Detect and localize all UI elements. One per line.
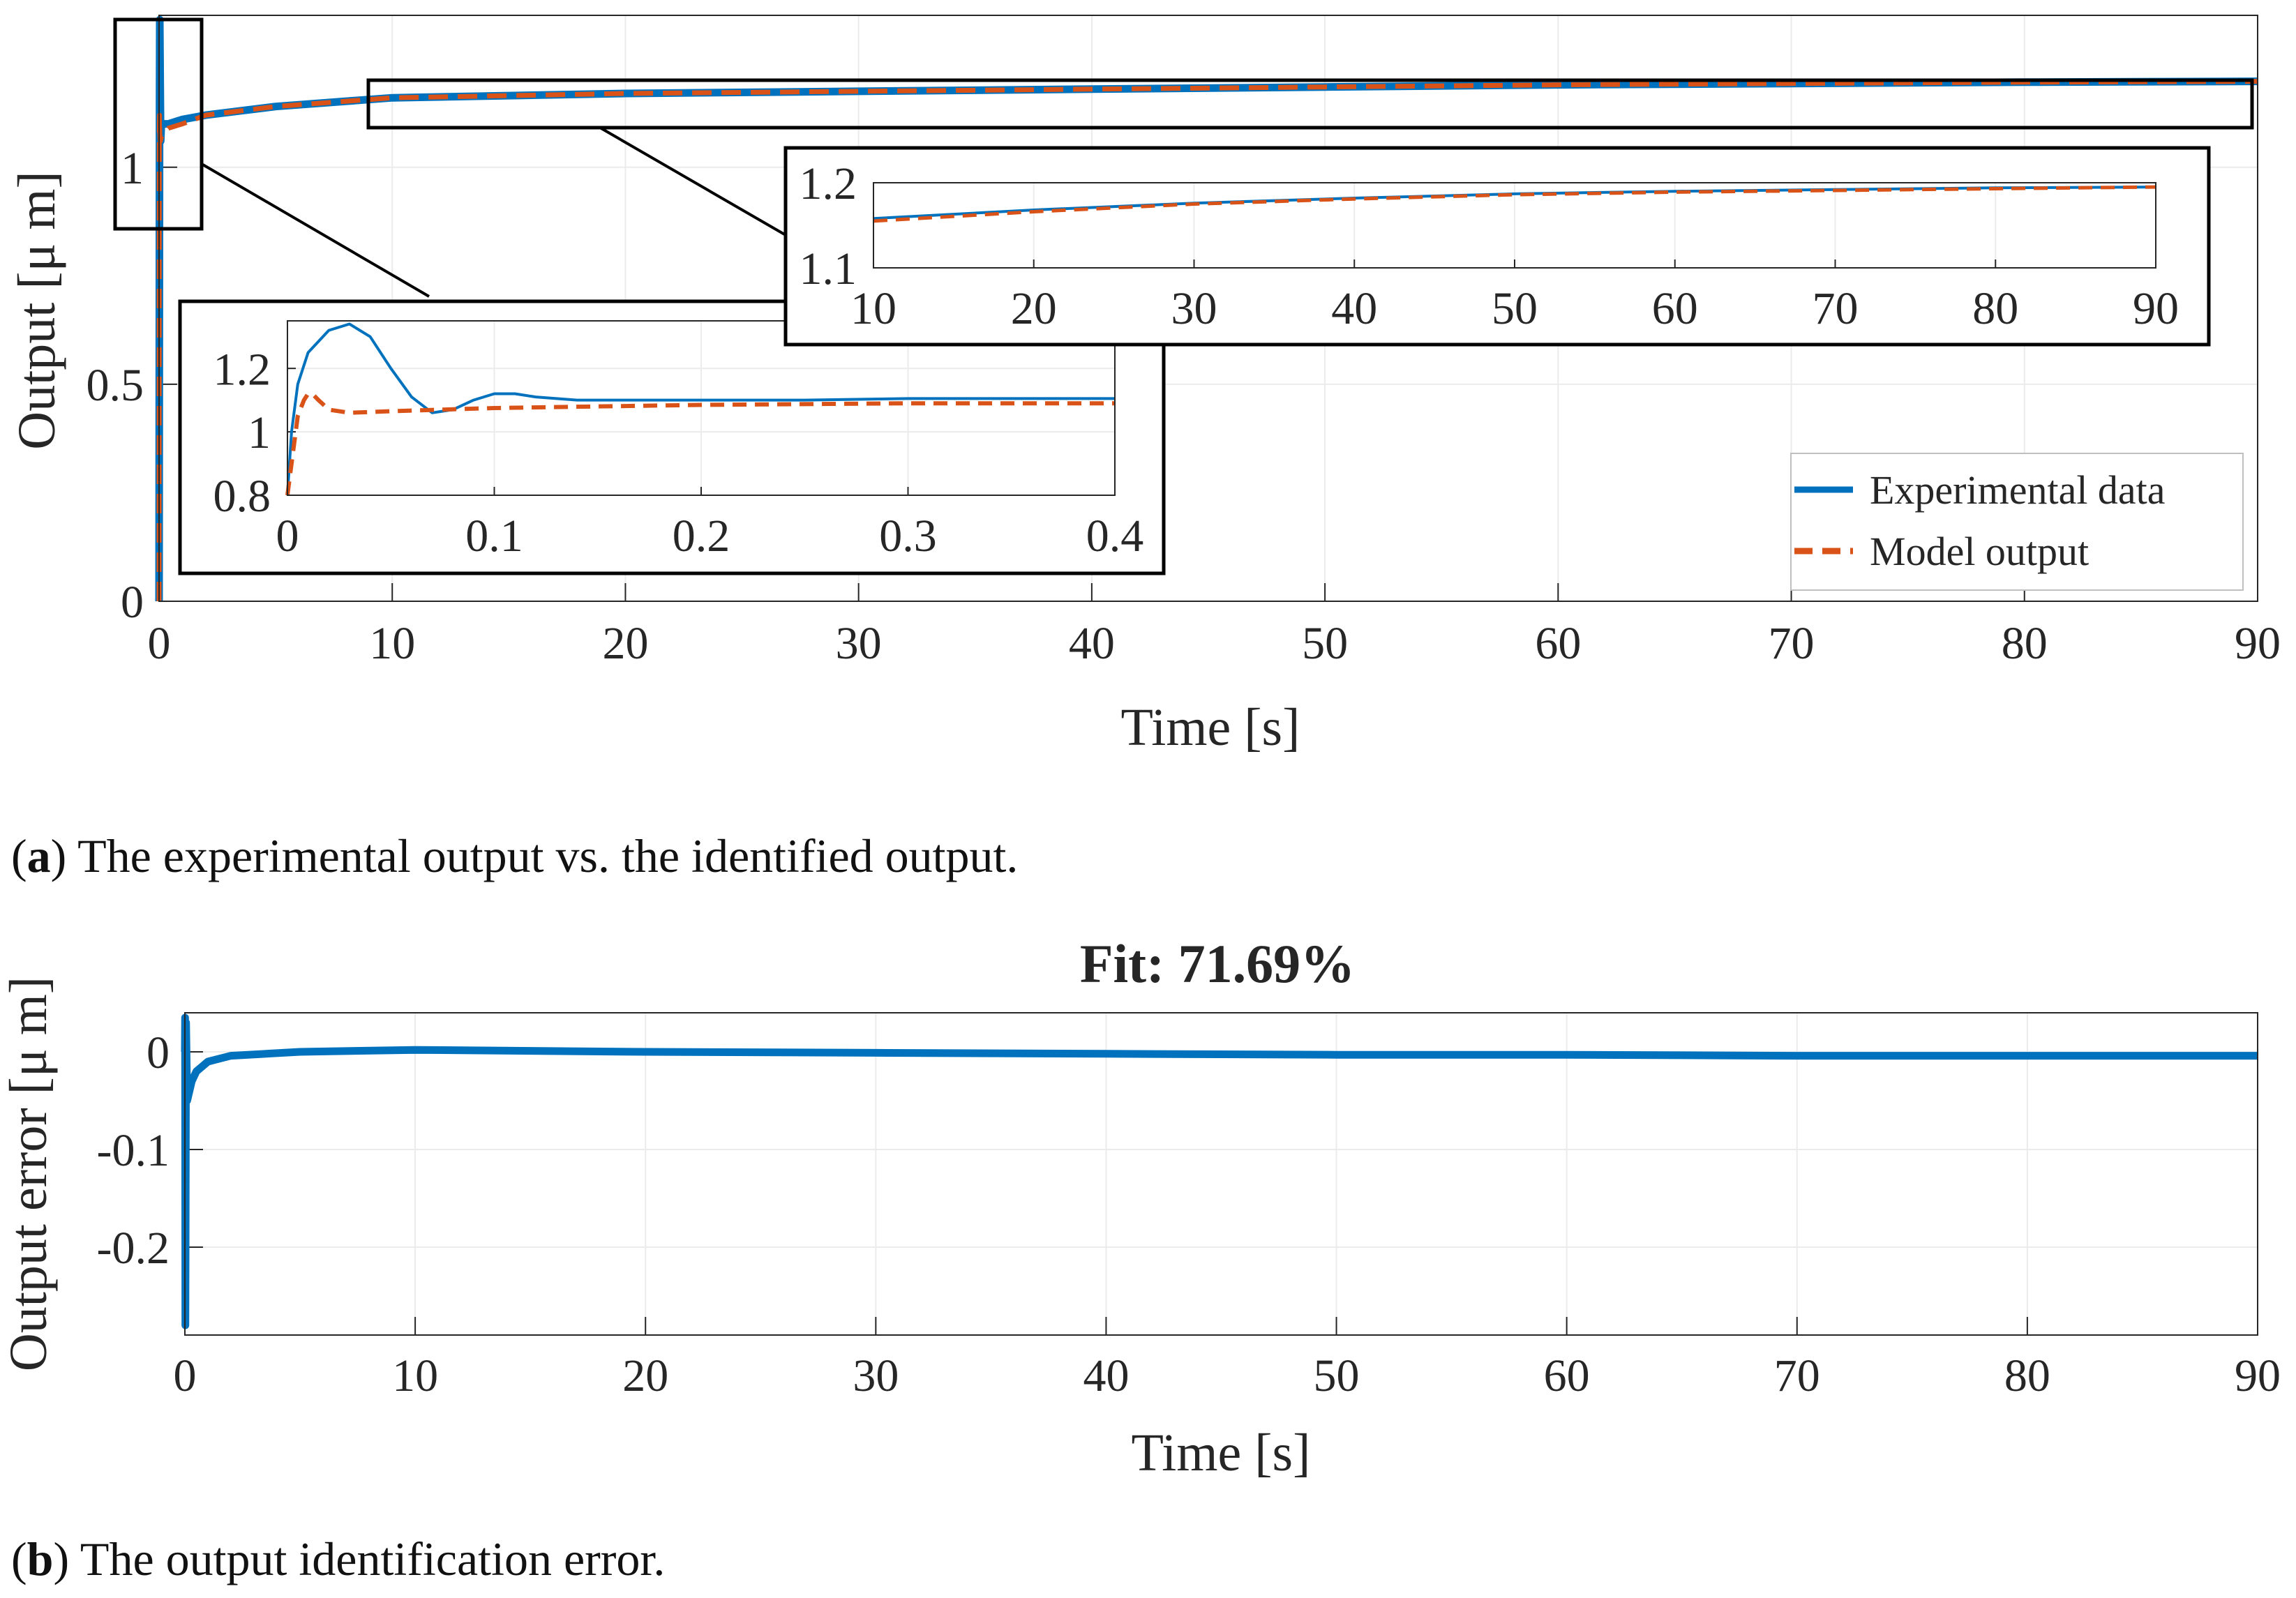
x-tick-label: 80 [2002, 618, 2048, 669]
inset-early-model-line [285, 391, 1115, 496]
x-tick-label: 70 [1774, 1350, 1820, 1401]
x-tick-label: 0.1 [465, 511, 523, 561]
chart-a-legend: Experimental data Model output [1790, 453, 2244, 591]
chart-b-xlabel: Time [s] [1132, 1424, 1311, 1482]
y-tick-label: -0.1 [97, 1125, 170, 1176]
y-tick-label: 0.5 [87, 360, 144, 411]
legend-label-experimental: Experimental data [1870, 467, 2166, 513]
inset-late-model-line [873, 185, 2156, 223]
caption-a: (a) The experimental output vs. the iden… [11, 829, 1019, 882]
inset-late-x-tick-labels: 10 20 30 40 50 60 70 80 90 [850, 283, 2179, 334]
y-tick-label: 1 [248, 407, 271, 458]
x-tick-label: 30 [836, 618, 882, 669]
x-tick-label: 20 [622, 1350, 668, 1401]
x-tick-label: 40 [1083, 1350, 1129, 1401]
legend-label-model: Model output [1870, 529, 2089, 574]
x-tick-label: 60 [1544, 1350, 1590, 1401]
y-tick-label: 0 [147, 1027, 170, 1078]
x-tick-label: 10 [369, 618, 415, 669]
x-tick-label: 60 [1535, 618, 1581, 669]
chart-a-axes-box [158, 15, 2258, 602]
chart-b-grid [184, 1013, 2258, 1335]
x-tick-label: 50 [1492, 283, 1538, 334]
y-tick-label: 1 [121, 143, 144, 194]
x-tick-label: 20 [1011, 283, 1057, 334]
chart-b-title: Fit: 71.69% [1080, 933, 1355, 994]
inset-early-experimental-line [286, 322, 1115, 496]
y-tick-label: 1.1 [800, 243, 857, 294]
chart-b-ylabel: Output error [μ m] [0, 977, 58, 1371]
caption-b: (b) The output identification error. [11, 1532, 666, 1585]
y-tick-label: 1.2 [800, 158, 857, 209]
zoom-box-early [113, 17, 204, 231]
chart-b-axes-box [184, 1012, 2258, 1336]
chart-a: 0 10 20 30 40 50 60 70 80 90 00.51 Time [s] Outpu… [8, 15, 2281, 757]
y-tick-label: 1.2 [213, 344, 271, 395]
inset-early: 0 0.1 0.2 0.3 0.4 0.8 1 1.2 [178, 299, 1166, 575]
y-tick-label: 0 [121, 577, 144, 628]
inset-late-y-tick-labels: 1.1 1.2 [800, 158, 857, 294]
inset-late-series [873, 185, 2156, 223]
inset-early-series [285, 322, 1115, 496]
x-tick-label: 90 [2235, 1350, 2281, 1401]
zoom-connector-early [200, 163, 430, 298]
x-tick-label: 60 [1652, 283, 1698, 334]
chart-a-y-tick-labels: 00.51 [87, 143, 144, 628]
chart-b-y-tick-labels: -0.2 -0.1 0 [97, 1027, 170, 1274]
x-tick-label: 70 [1813, 283, 1859, 334]
legend-box [1790, 453, 2244, 591]
x-tick-label: 70 [1769, 618, 1815, 669]
chart-a-xlabel: Time [s] [1121, 698, 1300, 757]
x-tick-label: 0 [276, 511, 299, 561]
x-tick-label: 50 [1314, 1350, 1360, 1401]
x-tick-label: 10 [850, 283, 896, 334]
x-tick-label: 0 [148, 618, 171, 669]
inset-late-frame [783, 146, 2211, 347]
x-tick-label: 20 [602, 618, 648, 669]
x-tick-label: 90 [2235, 618, 2281, 669]
x-tick-label: 90 [2133, 283, 2179, 334]
x-tick-label: 80 [2004, 1350, 2050, 1401]
x-tick-label: 0.2 [673, 511, 730, 561]
chart-b-series [181, 1013, 2258, 1329]
caption-a-text: The experimental output vs. the identifi… [77, 829, 1019, 882]
zoom-box-late [366, 78, 2254, 130]
chart-a-ylabel: Output [μ m] [8, 171, 66, 450]
x-tick-label: 30 [853, 1350, 899, 1401]
x-tick-label: 10 [392, 1350, 438, 1401]
x-tick-label: 0.4 [1086, 511, 1144, 561]
x-tick-label: 80 [1972, 283, 2018, 334]
inset-early-frame [178, 299, 1166, 575]
y-tick-label: 0.8 [213, 471, 271, 522]
caption-a-label: a [27, 829, 51, 882]
inset-early-axes-box [287, 320, 1116, 496]
series-output-error-line [181, 1013, 2258, 1329]
inset-late: 10 20 30 40 50 60 70 80 90 1.1 1.2 [783, 146, 2211, 347]
y-tick-label: -0.2 [97, 1223, 170, 1274]
caption-b-label: b [27, 1532, 54, 1585]
x-tick-label: 30 [1171, 283, 1217, 334]
x-tick-label: 0.3 [879, 511, 937, 561]
inset-late-axes-box [873, 182, 2156, 269]
chart-b: Fit: 71.69% 0 10 20 30 40 50 60 70 80 90 -0.2 -0.1… [0, 933, 2281, 1482]
zoom-connector-late [599, 126, 797, 242]
x-tick-label: 0 [174, 1350, 197, 1401]
x-tick-label: 50 [1302, 618, 1348, 669]
chart-a-x-tick-labels: 0 10 20 30 40 50 60 70 80 90 [148, 618, 2281, 669]
inset-early-y-tick-labels: 0.8 1 1.2 [213, 344, 271, 522]
x-tick-label: 40 [1069, 618, 1115, 669]
caption-b-text: The output identification error. [80, 1532, 666, 1585]
inset-early-x-tick-labels: 0 0.1 0.2 0.3 0.4 [276, 511, 1144, 561]
chart-b-x-tick-labels: 0 10 20 30 40 50 60 70 80 90 [174, 1350, 2281, 1401]
x-tick-label: 40 [1331, 283, 1377, 334]
